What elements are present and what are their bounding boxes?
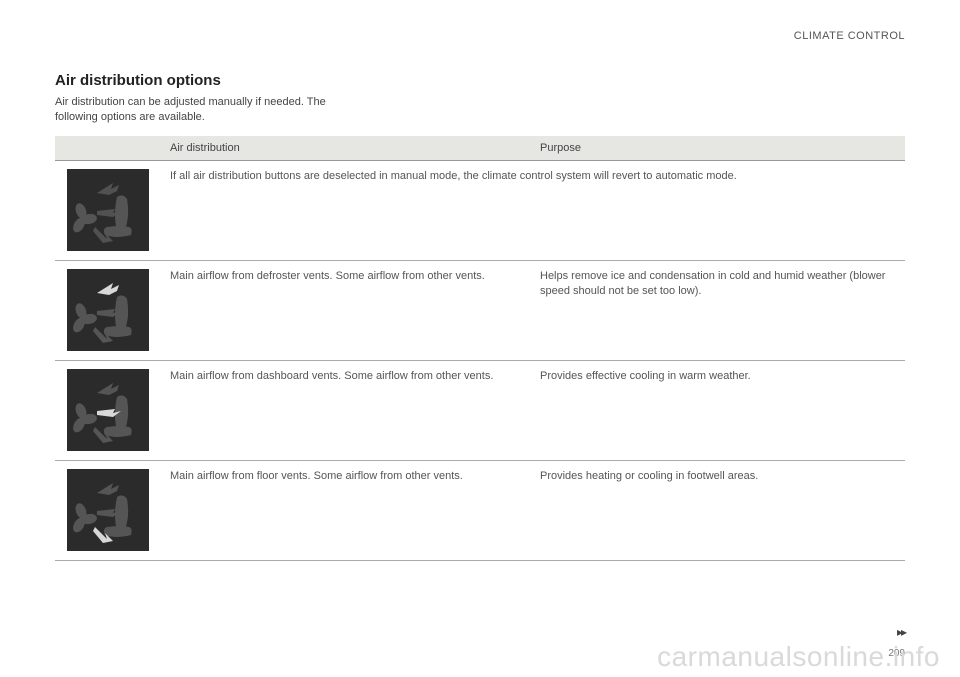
air-distribution-icon bbox=[67, 369, 149, 451]
purpose-text: Provides effective cooling in warm weath… bbox=[530, 360, 905, 460]
icon-cell bbox=[55, 160, 160, 260]
icon-cell bbox=[55, 260, 160, 360]
air-distribution-icon bbox=[67, 469, 149, 551]
col-icon bbox=[55, 136, 160, 161]
purpose-text: Helps remove ice and condensation in col… bbox=[530, 260, 905, 360]
table-row: If all air distribution buttons are dese… bbox=[55, 160, 905, 260]
table-row: Main airflow from dashboard vents. Some … bbox=[55, 360, 905, 460]
air-distribution-table: Air distribution Purpose If all air dist… bbox=[55, 136, 905, 561]
section-intro: Air distribution can be adjusted manuall… bbox=[55, 95, 335, 126]
table-row: Main airflow from floor vents. Some airf… bbox=[55, 460, 905, 560]
col-purpose: Purpose bbox=[530, 136, 905, 161]
purpose-text: Provides heating or cooling in footwell … bbox=[530, 460, 905, 560]
col-distribution: Air distribution bbox=[160, 136, 530, 161]
icon-cell bbox=[55, 460, 160, 560]
icon-cell bbox=[55, 360, 160, 460]
distribution-text: Main airflow from floor vents. Some airf… bbox=[160, 460, 530, 560]
air-distribution-icon bbox=[67, 269, 149, 351]
table-row: Main airflow from defroster vents. Some … bbox=[55, 260, 905, 360]
section-title: Air distribution options bbox=[55, 72, 905, 89]
continue-indicator: ▸▸ bbox=[897, 625, 905, 639]
distribution-text: If all air distribution buttons are dese… bbox=[160, 160, 905, 260]
air-distribution-icon bbox=[67, 169, 149, 251]
page-number: 209 bbox=[888, 648, 905, 659]
header-label: CLIMATE CONTROL bbox=[55, 30, 905, 42]
distribution-text: Main airflow from defroster vents. Some … bbox=[160, 260, 530, 360]
distribution-text: Main airflow from dashboard vents. Some … bbox=[160, 360, 530, 460]
